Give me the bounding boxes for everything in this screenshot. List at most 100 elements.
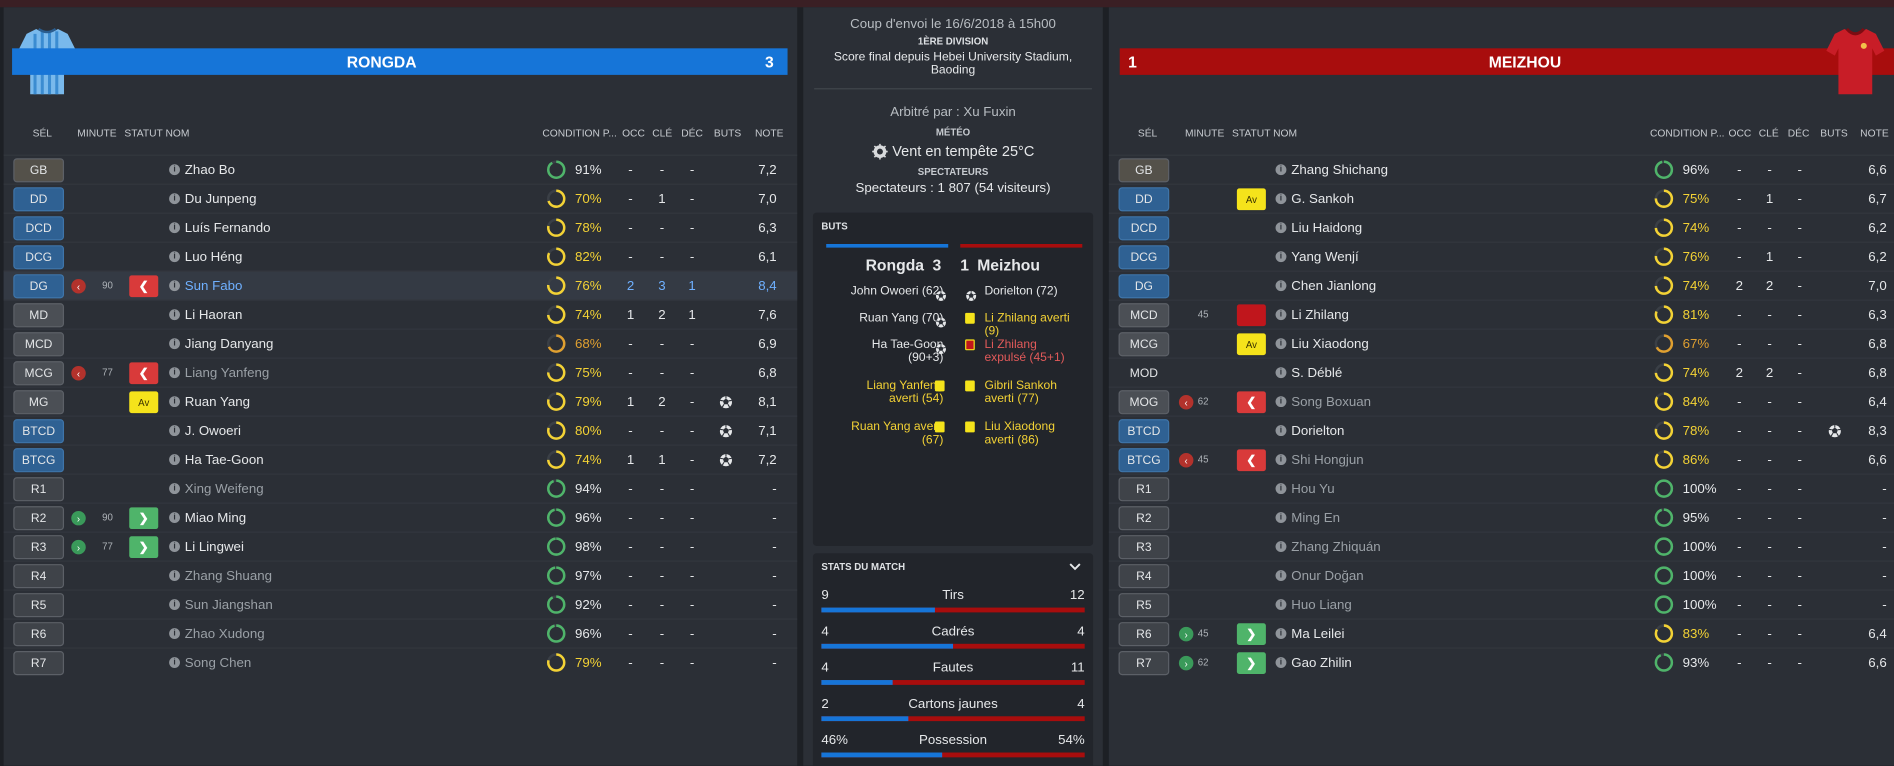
player-name[interactable]: Ruan Yang — [184, 394, 251, 410]
player-name[interactable]: Du Junpeng — [184, 192, 257, 207]
player-row[interactable]: R6 i Zhao Xudong 96% - - - - — [3, 618, 798, 647]
info-icon[interactable]: i — [1275, 164, 1287, 176]
player-name[interactable]: J. Owoeri — [184, 423, 241, 439]
player-name[interactable]: Jiang Danyang — [184, 337, 274, 352]
player-name[interactable]: Sun Fabo — [184, 279, 243, 294]
info-icon[interactable]: i — [169, 570, 180, 581]
info-icon[interactable]: i — [1275, 396, 1287, 408]
info-icon[interactable]: i — [1275, 599, 1287, 610]
position-badge[interactable]: R7 — [13, 651, 65, 676]
col-buts[interactable]: BUTS — [713, 126, 742, 139]
info-icon[interactable]: i — [1275, 425, 1287, 437]
position-badge[interactable]: BTCD — [13, 419, 65, 444]
col-minute[interactable]: MINUTE — [1184, 126, 1225, 139]
info-icon[interactable]: i — [1275, 512, 1287, 524]
player-name[interactable]: Liu Haidong — [1291, 221, 1363, 236]
col-buts[interactable]: BUTS — [1820, 126, 1848, 139]
info-icon[interactable]: i — [169, 280, 180, 292]
player-name[interactable]: Miao Ming — [184, 510, 247, 526]
position-badge[interactable]: MCG — [13, 361, 65, 386]
position-badge[interactable]: R6 — [1118, 622, 1170, 647]
player-row[interactable]: DCD i Liu Haidong 74% - - - 6,2 — [1108, 212, 1894, 242]
player-name[interactable]: Dorielton — [1291, 423, 1345, 439]
player-name[interactable]: Song Chen — [184, 655, 252, 671]
position-badge[interactable]: R6 — [13, 622, 65, 647]
info-icon[interactable]: i — [1275, 222, 1287, 234]
player-row[interactable]: MOG ‹ 62 ❮ i Song Boxuan 84% - - - 6,4 — [1108, 386, 1894, 416]
player-name[interactable]: Onur Doğan — [1291, 568, 1364, 584]
position-badge[interactable]: DD — [13, 187, 65, 212]
player-name[interactable]: Sun Jiangshan — [184, 597, 273, 613]
position-badge[interactable]: R5 — [1118, 593, 1170, 618]
player-row[interactable]: DD Av i G. Sankoh 75% - 1 - 6,7 — [1108, 183, 1894, 213]
player-name[interactable]: Ming En — [1291, 510, 1340, 526]
player-name[interactable]: Ha Tae-Goon — [184, 452, 264, 468]
info-icon[interactable]: i — [169, 512, 180, 524]
position-badge[interactable]: R2 — [13, 506, 65, 531]
player-name[interactable]: Xing Weifeng — [184, 481, 264, 497]
player-row[interactable]: R6 › 45 ❯ i Ma Leilei 83% - - - 6,4 — [1108, 618, 1894, 647]
info-icon[interactable]: i — [1275, 628, 1287, 639]
player-row[interactable]: BTCD i Dorielton 78% - - - 8,3 — [1108, 415, 1894, 445]
info-icon[interactable]: i — [1275, 541, 1287, 553]
info-icon[interactable]: i — [1275, 570, 1287, 581]
player-row[interactable]: MD i Li Haoran 74% 1 2 1 7,6 — [3, 299, 798, 329]
player-name[interactable]: G. Sankoh — [1291, 192, 1355, 207]
position-badge[interactable]: R3 — [13, 535, 65, 560]
col-condition[interactable]: CONDITION P... — [542, 126, 617, 139]
col-occ[interactable]: OCC — [1728, 126, 1752, 139]
col-dec[interactable]: DÉC — [681, 126, 703, 139]
position-badge[interactable]: DCG — [1118, 245, 1170, 270]
player-name[interactable]: Zhao Bo — [184, 163, 236, 178]
position-badge[interactable]: R4 — [13, 564, 65, 589]
info-icon[interactable]: i — [169, 425, 180, 437]
info-icon[interactable]: i — [169, 657, 180, 668]
player-row[interactable]: R7 i Song Chen 79% - - - - — [3, 647, 798, 676]
info-icon[interactable]: i — [1275, 454, 1287, 466]
player-row[interactable]: DCG i Yang Wenjí 76% - 1 - 6,2 — [1108, 241, 1894, 271]
player-row[interactable]: DD i Du Junpeng 70% - 1 - 7,0 — [3, 183, 798, 213]
player-row[interactable]: GB i Zhao Bo 91% - - - 7,2 — [3, 154, 798, 184]
position-badge[interactable]: R1 — [13, 477, 65, 502]
info-icon[interactable]: i — [1275, 367, 1287, 379]
col-cle[interactable]: CLÉ — [652, 126, 673, 139]
info-icon[interactable]: i — [169, 164, 180, 176]
player-row[interactable]: MG Av i Ruan Yang 79% 1 2 - 8,1 — [3, 386, 798, 416]
player-name[interactable]: Ma Leilei — [1291, 626, 1345, 642]
position-badge[interactable]: R2 — [1118, 506, 1170, 531]
player-name[interactable]: Chen Jianlong — [1291, 279, 1377, 294]
info-icon[interactable]: i — [169, 309, 180, 321]
player-name[interactable]: Luís Fernando — [184, 221, 271, 236]
player-name[interactable]: Liu Xiaodong — [1291, 337, 1369, 352]
player-name[interactable]: Zhao Xudong — [184, 626, 265, 642]
position-badge[interactable]: GB — [1118, 158, 1170, 183]
player-row[interactable]: R3 › 77 ❯ i Li Lingwei 98% - - - - — [3, 531, 798, 560]
info-icon[interactable]: i — [169, 599, 180, 610]
player-name[interactable]: Zhang Shuang — [184, 568, 272, 584]
player-name[interactable]: S. Déblé — [1291, 365, 1343, 381]
player-row[interactable]: MCD 45 i Li Zhilang 81% - - - 6,3 — [1108, 299, 1894, 329]
info-icon[interactable]: i — [1275, 251, 1287, 263]
col-condition[interactable]: CONDITION P... — [1649, 126, 1725, 139]
position-badge[interactable]: BTCG — [1118, 448, 1170, 473]
player-row[interactable]: BTCD i J. Owoeri 80% - - - 7,1 — [3, 415, 798, 445]
col-sel[interactable]: SÉL — [1137, 126, 1158, 139]
info-icon[interactable]: i — [1275, 657, 1287, 668]
col-note[interactable]: NOTE — [754, 126, 784, 139]
player-row[interactable]: MCD i Jiang Danyang 68% - - - 6,9 — [3, 328, 798, 358]
position-badge[interactable]: R4 — [1118, 564, 1170, 589]
info-icon[interactable]: i — [169, 222, 180, 234]
player-row[interactable]: MOD i S. Déblé 74% 2 2 - 6,8 — [1108, 357, 1894, 387]
position-badge[interactable]: MD — [13, 303, 65, 328]
player-row[interactable]: R4 i Onur Doğan 100% - - - - — [1108, 560, 1894, 589]
player-name[interactable]: Zhang Shichang — [1291, 163, 1389, 178]
position-badge[interactable]: MCD — [1118, 303, 1170, 328]
player-row[interactable]: R2 i Ming En 95% - - - - — [1108, 502, 1894, 531]
player-row[interactable]: R5 i Sun Jiangshan 92% - - - - — [3, 589, 798, 618]
col-occ[interactable]: OCC — [622, 126, 645, 139]
player-row[interactable]: MCG Av i Liu Xiaodong 67% - - - 6,8 — [1108, 328, 1894, 358]
position-badge[interactable]: MOD — [1129, 366, 1158, 380]
player-row[interactable]: R3 i Zhang Zhiquán 100% - - - - — [1108, 531, 1894, 560]
player-row[interactable]: DCD i Luís Fernando 78% - - - 6,3 — [3, 212, 798, 242]
player-row[interactable]: R1 i Hou Yu 100% - - - - — [1108, 473, 1894, 502]
